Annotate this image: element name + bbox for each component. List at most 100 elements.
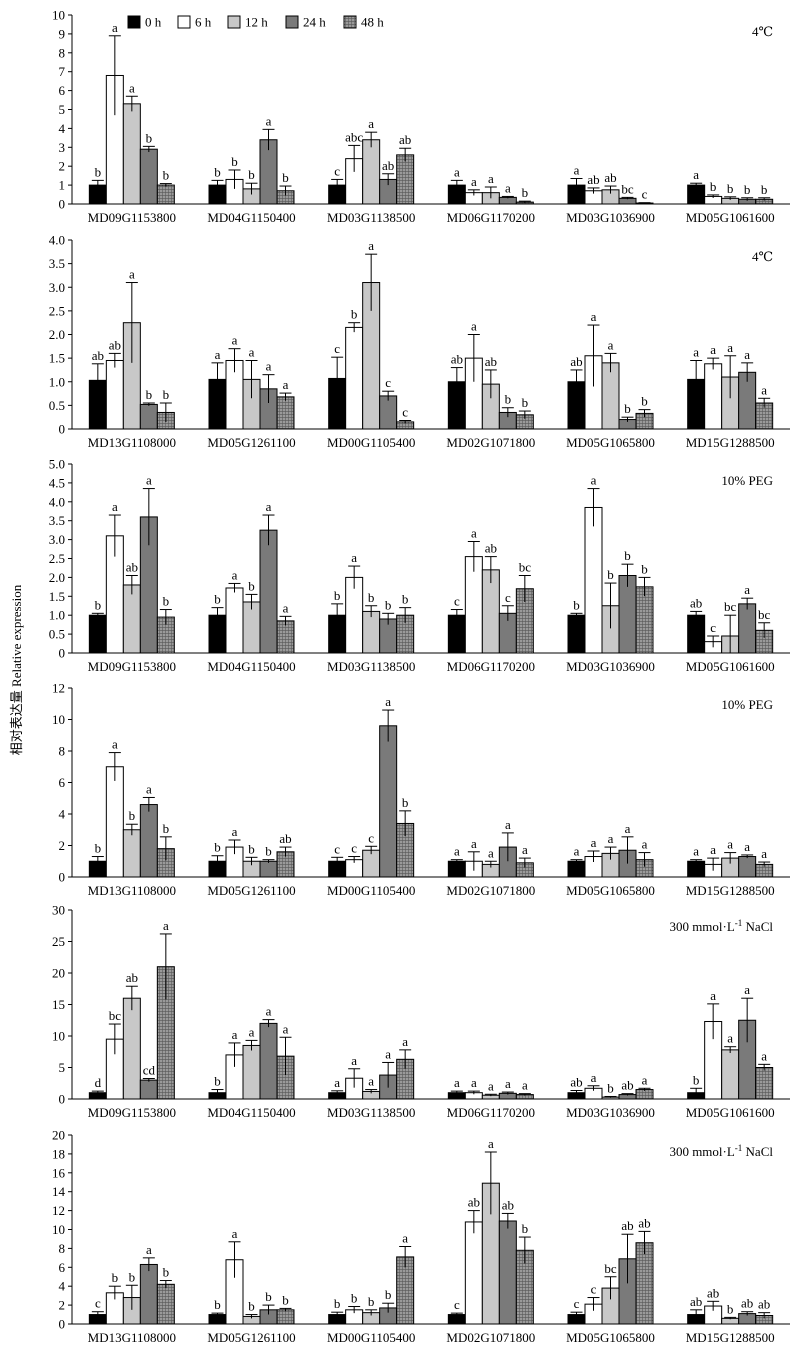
bar: [362, 139, 381, 205]
treatment-label: 300 mmol·L-1 NaCl: [669, 1143, 773, 1159]
significance-label: b: [163, 821, 170, 836]
significance-label: b: [351, 307, 358, 322]
significance-label: b: [112, 1270, 119, 1285]
bar: [618, 575, 637, 654]
bar: [156, 1283, 175, 1325]
significance-label: ab: [570, 354, 582, 369]
treatment-label: 10% PEG: [721, 473, 773, 488]
y-tick-label: 0.5: [49, 627, 65, 642]
category-label: MD06G1170200: [447, 210, 535, 225]
significance-label: ab: [468, 1195, 480, 1210]
bar: [738, 856, 757, 878]
y-tick-label: 1.5: [49, 351, 65, 366]
significance-label: a: [488, 845, 494, 860]
y-tick-label: 10: [52, 1222, 65, 1237]
bar: [567, 614, 586, 654]
y-tick-label: 3.5: [49, 513, 65, 528]
bar: [139, 1263, 158, 1325]
y-tick-label: 10: [52, 1029, 65, 1044]
category-label: MD04G1150400: [207, 1105, 295, 1120]
significance-label: a: [368, 238, 374, 253]
significance-label: b: [214, 840, 221, 855]
significance-label: c: [505, 590, 511, 605]
significance-label: a: [608, 831, 614, 846]
significance-label: d: [95, 1075, 102, 1090]
significance-label: b: [624, 548, 631, 563]
significance-label: a: [591, 473, 597, 488]
y-tick-label: 4.5: [49, 475, 65, 490]
bar: [259, 529, 278, 654]
y-tick-label: 4: [59, 1279, 66, 1294]
category-label: MD15G1288500: [686, 1330, 775, 1345]
significance-label: a: [283, 1021, 289, 1036]
significance-label: a: [710, 342, 716, 357]
category-label: MD03G1036900: [566, 659, 655, 674]
y-tick-label: 2.0: [49, 327, 65, 342]
significance-label: a: [146, 1242, 152, 1257]
significance-label: b: [368, 1294, 375, 1309]
significance-label: c: [95, 1296, 101, 1311]
significance-label: a: [471, 836, 477, 851]
category-label: MD05G1065800: [566, 1330, 655, 1345]
significance-label: b: [265, 844, 272, 859]
significance-label: a: [385, 694, 391, 709]
significance-label: a: [591, 1070, 597, 1085]
y-tick-label: 0: [59, 422, 66, 437]
significance-label: a: [744, 347, 750, 362]
significance-label: a: [522, 1078, 528, 1093]
category-label: MD13G1108000: [88, 883, 176, 898]
legend-label: 0 h: [145, 15, 162, 30]
significance-label: b: [95, 841, 102, 856]
category-label: MD02G1071800: [446, 435, 535, 450]
y-tick-label: 18: [52, 1146, 65, 1161]
bar: [687, 614, 706, 654]
y-tick-label: 1.0: [49, 374, 65, 389]
significance-label: b: [163, 594, 170, 609]
significance-label: a: [215, 347, 221, 362]
bar: [88, 614, 107, 654]
y-tick-label: 2.0: [49, 570, 65, 585]
chart-panel-3: 00.51.01.52.02.53.03.54.04.55.010% PEGba…: [49, 457, 790, 674]
significance-label: a: [471, 525, 477, 540]
significance-label: b: [761, 182, 768, 197]
y-tick-label: 4: [59, 121, 66, 136]
y-tick-label: 3.5: [49, 256, 65, 271]
significance-label: b: [402, 592, 409, 607]
category-label: MD05G1261100: [207, 1330, 295, 1345]
significance-label: a: [488, 1136, 494, 1151]
bar: [601, 362, 620, 430]
y-tick-label: 2: [59, 838, 66, 853]
significance-label: a: [727, 1031, 733, 1046]
legend-swatch: [343, 15, 357, 29]
significance-label: a: [112, 737, 118, 752]
y-tick-label: 5: [59, 1060, 66, 1075]
legend-swatch: [227, 15, 241, 29]
category-label: MD05G1065800: [566, 435, 655, 450]
significance-label: a: [402, 1034, 408, 1049]
y-tick-label: 1.5: [49, 589, 65, 604]
significance-label: a: [693, 167, 699, 182]
significance-label: a: [505, 817, 511, 832]
category-label: MD00G1105400: [327, 883, 415, 898]
category-label: MD02G1071800: [446, 1330, 535, 1345]
bar: [635, 1242, 654, 1325]
bar: [276, 396, 295, 430]
significance-label: a: [761, 1048, 767, 1063]
legend-label: 24 h: [303, 15, 326, 30]
bar: [635, 586, 654, 654]
significance-label: a: [744, 582, 750, 597]
category-label: MD00G1105400: [327, 1330, 415, 1345]
significance-label: c: [402, 404, 408, 419]
bar: [498, 196, 517, 205]
significance-label: b: [351, 1291, 358, 1306]
category-label: MD15G1288500: [686, 435, 775, 450]
y-tick-label: 0: [59, 870, 66, 885]
significance-label: b: [282, 1292, 289, 1307]
legend-swatch: [127, 15, 141, 29]
treatment-label: 300 mmol·L-1 NaCl: [669, 918, 773, 934]
y-tick-label: 0: [59, 646, 66, 661]
significance-label: b: [385, 1287, 392, 1302]
y-tick-label: 25: [52, 934, 65, 949]
significance-label: a: [385, 1046, 391, 1061]
